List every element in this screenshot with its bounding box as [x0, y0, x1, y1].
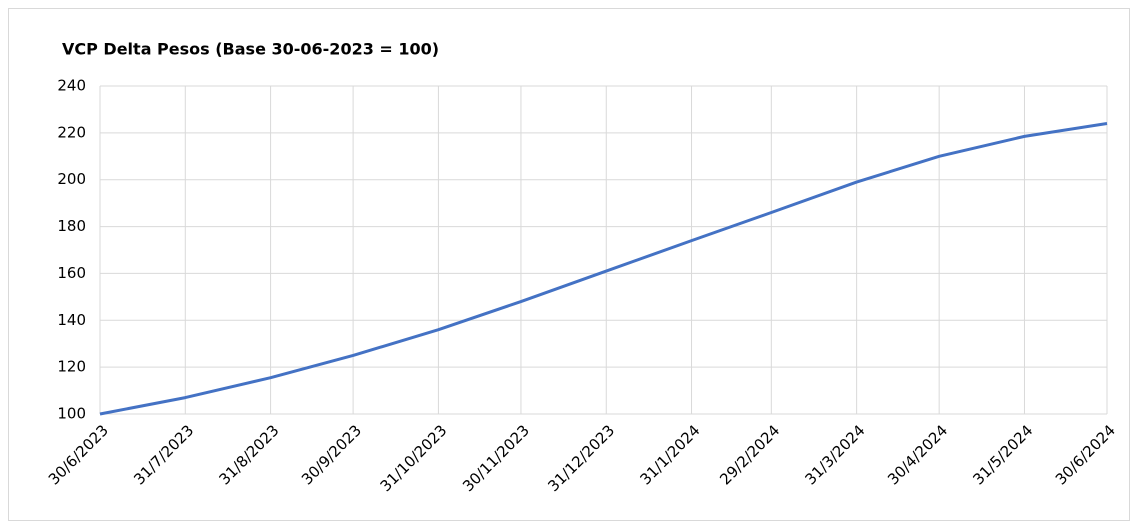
series-line [99, 122, 1108, 416]
chart-title: VCP Delta Pesos (Base 30-06-2023 = 100) [62, 40, 439, 59]
y-tick-label: 160 [57, 264, 86, 282]
y-tick-label: 120 [57, 358, 86, 376]
y-tick-label: 240 [57, 77, 86, 95]
y-tick-label: 140 [57, 311, 86, 329]
y-tick-label: 100 [57, 405, 86, 423]
chart-border [8, 8, 1130, 521]
y-tick-label: 220 [57, 123, 86, 141]
y-tick-label: 180 [57, 217, 86, 235]
y-tick-label: 200 [57, 170, 86, 188]
